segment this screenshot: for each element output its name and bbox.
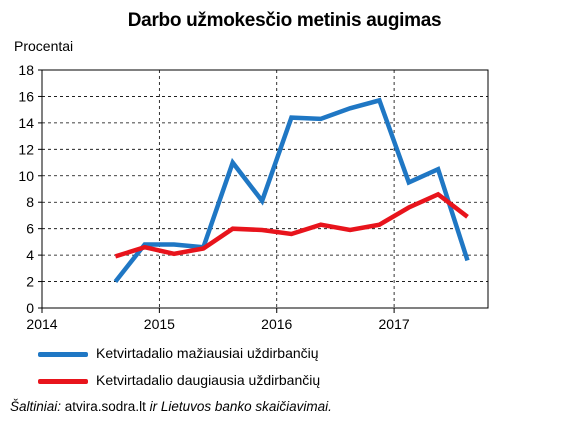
legend-label-high-earners: Ketvirtadalio daugiausia uždirbančių xyxy=(96,372,321,388)
y-tick-label: 14 xyxy=(18,115,34,131)
legend-item-high-earners: Ketvirtadalio daugiausia uždirbančių xyxy=(38,371,320,389)
x-tick-label: 2017 xyxy=(379,316,410,332)
series-line-0 xyxy=(113,97,470,283)
y-tick-label: 2 xyxy=(26,274,34,290)
source-conjunction: ir xyxy=(149,399,158,414)
legend-label-low-earners: Ketvirtadalio mažiausiai uždirbančių xyxy=(96,345,319,361)
y-tick-label: 10 xyxy=(18,168,34,184)
source-prefix: Šaltiniai: xyxy=(10,399,62,414)
source-text-2: Lietuvos banko skaičiavimai. xyxy=(157,399,332,414)
source-text-1: atvira.sodra.lt xyxy=(61,399,150,414)
y-tick-label: 18 xyxy=(18,62,34,78)
y-tick-label: 0 xyxy=(26,300,34,316)
y-axis-ticks: 0 2 4 6 8 10 12 14 16 18 xyxy=(18,62,42,316)
chart-title: Darbo užmokesčio metinis augimas xyxy=(127,10,442,31)
plot-frame xyxy=(41,69,489,309)
y-tick-label: 12 xyxy=(18,141,34,157)
y-tick-label: 4 xyxy=(26,247,34,263)
y-tick-label: 8 xyxy=(26,194,34,210)
y-tick-label: 6 xyxy=(26,221,34,237)
legend-item-low-earners: Ketvirtadalio mažiausiai uždirbančių xyxy=(38,344,319,362)
x-tick-label: 2015 xyxy=(144,316,175,332)
series-line-1 xyxy=(114,191,469,259)
series-lines xyxy=(113,97,470,283)
legend-swatch-low-earners xyxy=(38,351,88,357)
y-axis-label: Procentai xyxy=(14,38,74,54)
x-axis-ticks: 2014 2015 2016 2017 xyxy=(26,308,410,332)
x-tick-label: 2016 xyxy=(261,316,292,332)
legend-swatch-high-earners xyxy=(38,378,88,384)
source-note: Šaltiniai: atvira.sodra.lt ir Lietuvos b… xyxy=(10,399,332,414)
y-tick-label: 16 xyxy=(18,88,34,104)
x-tick-label: 2014 xyxy=(26,316,57,332)
